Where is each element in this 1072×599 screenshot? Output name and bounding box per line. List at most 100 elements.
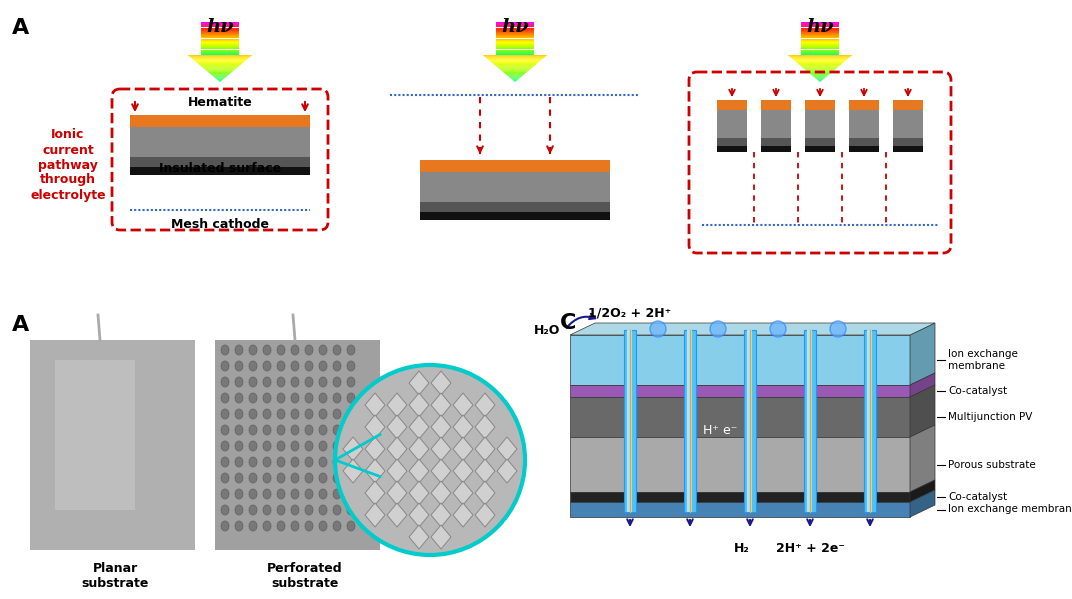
Bar xyxy=(893,146,923,152)
Ellipse shape xyxy=(277,473,285,483)
Polygon shape xyxy=(209,73,230,74)
Bar xyxy=(496,35,534,37)
Polygon shape xyxy=(453,393,473,417)
Polygon shape xyxy=(387,503,407,527)
Polygon shape xyxy=(910,373,935,397)
Bar xyxy=(570,385,910,397)
Polygon shape xyxy=(806,70,834,71)
Polygon shape xyxy=(219,81,221,82)
Ellipse shape xyxy=(347,393,355,403)
Ellipse shape xyxy=(306,457,313,467)
Polygon shape xyxy=(199,65,240,66)
Bar xyxy=(202,44,239,45)
Polygon shape xyxy=(387,437,407,461)
Ellipse shape xyxy=(249,521,257,531)
Bar xyxy=(717,138,747,146)
Ellipse shape xyxy=(277,489,285,499)
Bar xyxy=(849,146,879,152)
Ellipse shape xyxy=(249,377,257,387)
Bar xyxy=(801,47,839,49)
Ellipse shape xyxy=(263,441,271,451)
Ellipse shape xyxy=(333,473,341,483)
Ellipse shape xyxy=(249,425,257,435)
Bar xyxy=(496,47,534,49)
Polygon shape xyxy=(475,393,495,417)
Polygon shape xyxy=(410,503,429,527)
Ellipse shape xyxy=(333,393,341,403)
Polygon shape xyxy=(217,79,223,80)
Bar xyxy=(496,43,534,44)
Bar xyxy=(202,23,239,24)
Bar xyxy=(849,138,879,146)
Bar xyxy=(801,32,839,33)
Ellipse shape xyxy=(263,489,271,499)
Ellipse shape xyxy=(235,409,243,419)
Ellipse shape xyxy=(235,473,243,483)
Bar xyxy=(202,50,239,52)
Circle shape xyxy=(650,321,666,337)
Text: Porous substrate: Porous substrate xyxy=(948,459,1036,470)
Ellipse shape xyxy=(263,505,271,515)
Bar xyxy=(807,330,812,512)
Polygon shape xyxy=(498,68,531,69)
Bar xyxy=(130,127,310,157)
Ellipse shape xyxy=(347,457,355,467)
Polygon shape xyxy=(910,490,935,517)
Ellipse shape xyxy=(235,505,243,515)
Polygon shape xyxy=(475,459,495,483)
Polygon shape xyxy=(196,62,243,63)
Polygon shape xyxy=(431,371,451,395)
Bar xyxy=(717,146,747,152)
Polygon shape xyxy=(431,459,451,483)
Bar xyxy=(496,25,534,26)
Bar xyxy=(496,38,534,40)
Bar xyxy=(496,50,534,52)
Ellipse shape xyxy=(347,345,355,355)
Bar xyxy=(420,172,610,202)
Ellipse shape xyxy=(277,425,285,435)
Bar xyxy=(801,25,839,26)
Bar xyxy=(570,437,910,492)
Polygon shape xyxy=(431,437,451,461)
Polygon shape xyxy=(507,75,522,77)
Ellipse shape xyxy=(347,521,355,531)
Ellipse shape xyxy=(235,521,243,531)
Bar xyxy=(202,45,239,46)
Polygon shape xyxy=(410,437,429,461)
Ellipse shape xyxy=(319,489,327,499)
Polygon shape xyxy=(497,459,517,483)
Ellipse shape xyxy=(333,345,341,355)
Bar xyxy=(496,24,534,25)
Polygon shape xyxy=(485,57,546,58)
Bar xyxy=(744,330,756,512)
Ellipse shape xyxy=(319,345,327,355)
Bar xyxy=(202,53,239,54)
Polygon shape xyxy=(387,459,407,483)
Polygon shape xyxy=(813,75,828,77)
Polygon shape xyxy=(482,55,548,56)
Bar xyxy=(801,43,839,44)
Bar xyxy=(687,330,693,512)
Ellipse shape xyxy=(319,377,327,387)
Bar xyxy=(496,54,534,55)
Ellipse shape xyxy=(263,393,271,403)
Bar xyxy=(202,43,239,44)
Bar xyxy=(801,23,839,24)
Bar xyxy=(202,38,239,40)
Bar xyxy=(202,32,239,33)
Bar xyxy=(202,25,239,26)
Circle shape xyxy=(710,321,726,337)
Ellipse shape xyxy=(249,361,257,371)
Bar xyxy=(801,54,839,55)
Polygon shape xyxy=(205,69,235,70)
Polygon shape xyxy=(453,481,473,505)
Polygon shape xyxy=(491,62,539,63)
Polygon shape xyxy=(475,415,495,439)
Ellipse shape xyxy=(319,505,327,515)
Polygon shape xyxy=(486,58,545,59)
Bar xyxy=(496,52,534,53)
Bar xyxy=(805,110,835,138)
Text: A: A xyxy=(12,18,29,38)
Polygon shape xyxy=(500,69,530,70)
Ellipse shape xyxy=(291,361,299,371)
